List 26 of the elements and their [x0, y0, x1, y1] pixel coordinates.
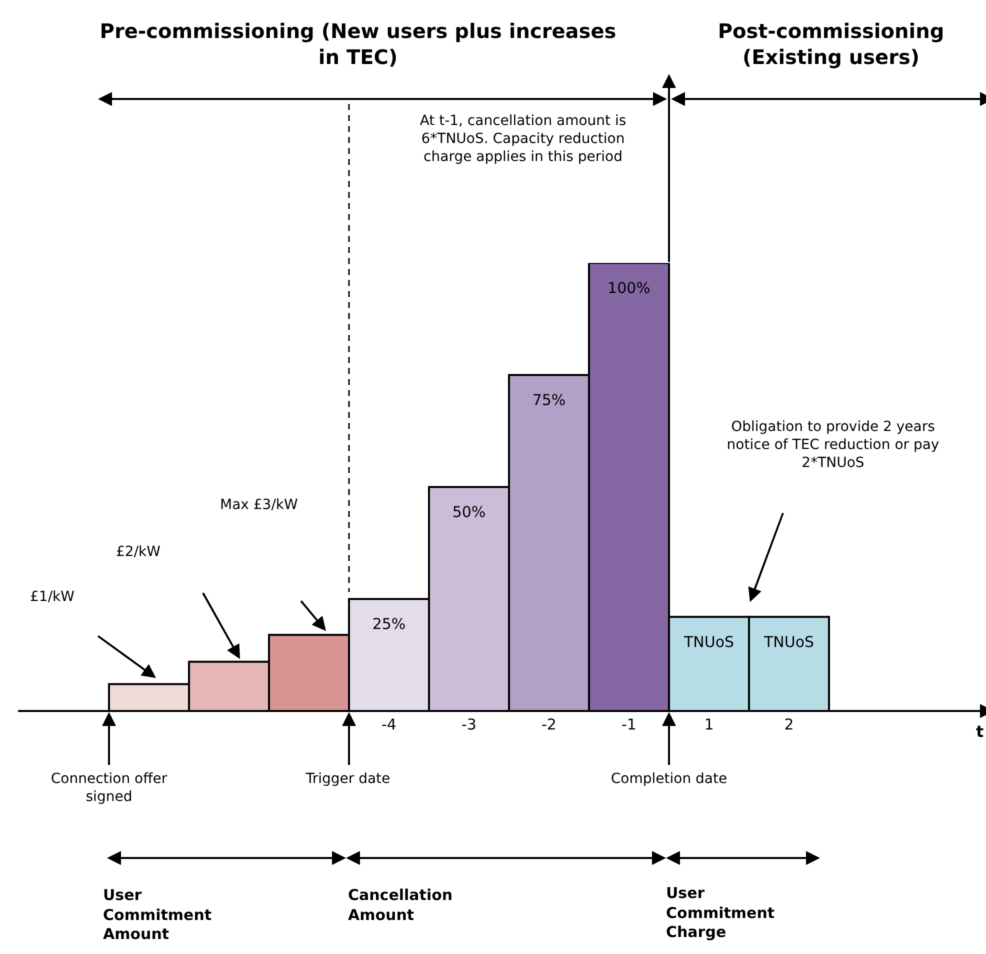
x-tick-label: -4: [382, 716, 396, 734]
data-label: 50%: [452, 503, 486, 521]
x-tick-label: -3: [462, 716, 476, 734]
text: At t-1, cancellation amount is 6*TNUoS. Capacity reduction charge applies in this period: [418, 112, 628, 167]
data-label: 25%: [372, 615, 406, 633]
text: Trigger date: [304, 770, 392, 788]
text: User Commitment Amount: [103, 886, 213, 944]
x-tick-label: 1: [704, 716, 714, 734]
data-label: TNUoS: [682, 632, 734, 651]
data-label: 100%: [608, 279, 650, 297]
annotation: £2/kW: [116, 543, 162, 562]
x-tick-label: -2: [542, 716, 556, 734]
x-tick-label: -1: [622, 716, 636, 734]
data-label: TNUoS: [762, 632, 814, 651]
text: t: [976, 722, 985, 743]
text: Cancellation Amount: [348, 886, 454, 925]
text: User Commitment Charge: [666, 884, 776, 942]
text: Completion date: [610, 770, 728, 788]
text: Connection offer signed: [50, 770, 168, 806]
text: Pre-commissioning (New users plus increases in TEC): [98, 18, 618, 70]
annotation: Max £3/kW: [220, 496, 299, 514]
text: £1/kW: [30, 588, 76, 606]
annotation: Obligation to provide 2 years notice of TEC reduction or pay 2*TNUoS: [726, 418, 940, 473]
x-tick-label: 2: [784, 716, 794, 734]
text: Post-commissioning (Existing users): [716, 18, 946, 70]
data-label: 75%: [532, 391, 566, 409]
